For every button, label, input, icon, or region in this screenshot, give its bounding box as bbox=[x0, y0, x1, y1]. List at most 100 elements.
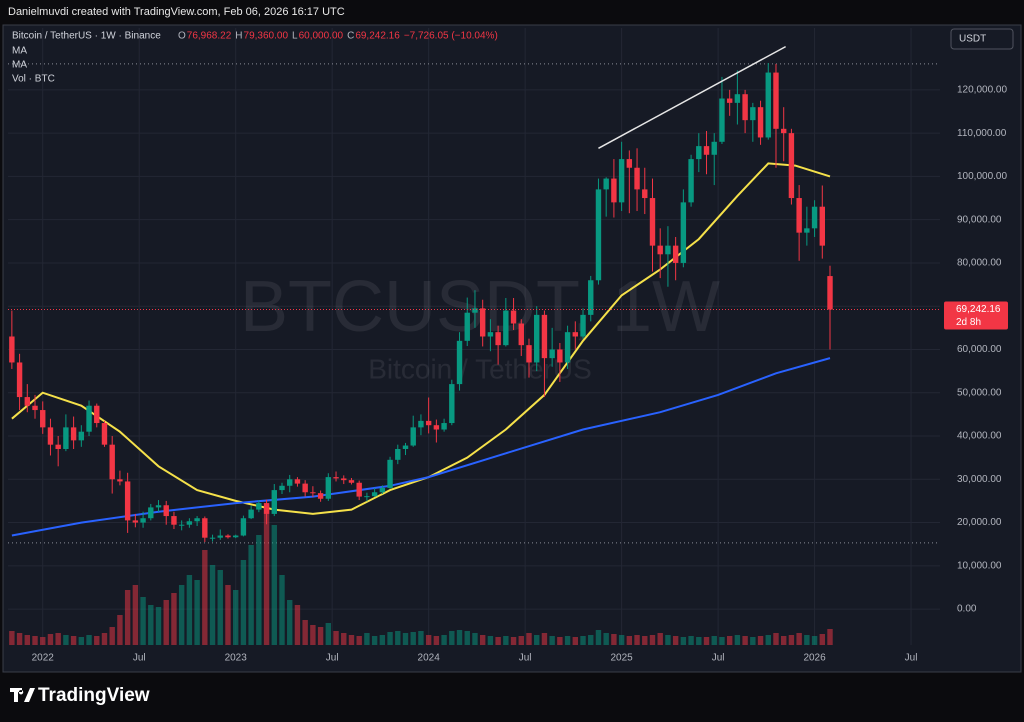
volume-bar bbox=[387, 632, 393, 645]
volume-bar bbox=[441, 635, 447, 645]
candle-body bbox=[78, 431, 85, 441]
candle-body bbox=[804, 228, 810, 233]
volume-bar bbox=[503, 636, 509, 645]
volume-bar bbox=[232, 590, 239, 645]
volume-bar bbox=[726, 636, 733, 645]
volume-bar bbox=[124, 590, 131, 645]
candle-body bbox=[472, 308, 478, 313]
volume-bar bbox=[109, 627, 115, 645]
volume-bar bbox=[410, 632, 416, 645]
candle-body bbox=[256, 503, 262, 510]
candle-body bbox=[279, 485, 285, 491]
volume-bar bbox=[333, 631, 339, 645]
candle-body bbox=[657, 245, 663, 255]
volume-bar bbox=[819, 634, 825, 645]
candle-body bbox=[117, 479, 123, 482]
y-tick-label: 120,000.00 bbox=[957, 85, 1007, 96]
candle-body bbox=[379, 487, 386, 493]
volume-bar bbox=[618, 635, 625, 645]
candle-body bbox=[634, 167, 640, 190]
volume-bar bbox=[811, 636, 818, 645]
volume-bar bbox=[202, 550, 208, 645]
candle-body bbox=[703, 146, 710, 155]
candle-body bbox=[40, 410, 46, 428]
volume-bar bbox=[132, 585, 139, 645]
y-tick-label: 10,000.00 bbox=[957, 560, 1002, 571]
currency-box[interactable] bbox=[950, 28, 1014, 50]
candle-body bbox=[680, 202, 687, 263]
y-tick-label: 80,000.00 bbox=[957, 258, 1002, 269]
volume-bar bbox=[472, 633, 478, 645]
volume-bar bbox=[657, 633, 663, 645]
legend-volume[interactable]: Vol · BTC bbox=[12, 74, 55, 85]
legend-ma[interactable]: MA bbox=[12, 46, 27, 57]
candle-body bbox=[317, 493, 324, 499]
candle-body bbox=[626, 159, 633, 168]
candle-body bbox=[449, 384, 455, 424]
candle-body bbox=[287, 479, 293, 486]
candle-body bbox=[9, 336, 15, 363]
volume-bar bbox=[40, 637, 46, 645]
trendline bbox=[598, 45, 786, 149]
candle-body bbox=[202, 518, 208, 538]
change: −7,726.05 (−10.04%) bbox=[404, 31, 498, 42]
candle-body bbox=[124, 481, 131, 521]
volume-bar bbox=[294, 605, 301, 645]
volume-bar bbox=[626, 636, 633, 645]
y-tick-label: 110,000.00 bbox=[957, 128, 1007, 139]
candle-body bbox=[572, 332, 579, 337]
candle-body bbox=[479, 308, 486, 337]
candle-body bbox=[495, 332, 501, 346]
volume-bar bbox=[781, 636, 787, 645]
candle-body bbox=[232, 535, 239, 538]
x-tick-label: Jul bbox=[519, 653, 532, 664]
volume-bar bbox=[495, 637, 501, 645]
volume-bar bbox=[603, 633, 609, 645]
candle-body bbox=[742, 94, 748, 121]
candle-body bbox=[248, 509, 254, 519]
candle-body bbox=[765, 72, 771, 138]
candle-body bbox=[696, 146, 702, 160]
y-tick-label: 0.00 bbox=[957, 604, 977, 615]
candle-body bbox=[549, 349, 555, 359]
brand: TradingView bbox=[10, 685, 150, 706]
volume-bar bbox=[78, 637, 85, 645]
candle-body bbox=[24, 397, 30, 406]
volume-bar bbox=[765, 635, 771, 645]
candle-body bbox=[163, 505, 169, 517]
candle-body bbox=[294, 479, 301, 484]
volume-bar bbox=[47, 634, 54, 645]
volume-bar bbox=[371, 636, 378, 645]
candle-body bbox=[510, 310, 517, 324]
volume-bar bbox=[449, 631, 455, 645]
currency[interactable]: USDT bbox=[959, 34, 986, 45]
volume-bar bbox=[155, 607, 162, 645]
candle-body bbox=[433, 425, 440, 430]
candle-body bbox=[387, 459, 393, 488]
symbol: Bitcoin / TetherUS · 1W · Binance bbox=[12, 31, 161, 42]
brand-name: TradingView bbox=[38, 685, 150, 706]
ohlc-value: 79,360.00 bbox=[244, 31, 289, 42]
candle-body bbox=[580, 314, 586, 337]
volume-bar bbox=[9, 631, 15, 645]
volume-bar bbox=[194, 580, 200, 645]
candle-body bbox=[595, 189, 602, 281]
volume-bar bbox=[178, 585, 185, 645]
volume-bar bbox=[425, 635, 432, 645]
volume-bar bbox=[464, 631, 470, 645]
candle-body bbox=[665, 245, 671, 255]
candle-body bbox=[217, 535, 223, 538]
y-tick-label: 60,000.00 bbox=[957, 344, 1002, 355]
candle-body bbox=[325, 477, 332, 499]
volume-bar bbox=[510, 637, 517, 645]
volume-bar bbox=[63, 635, 69, 645]
volume-bar bbox=[456, 630, 463, 645]
legend-ma[interactable]: MA bbox=[12, 60, 27, 71]
volume-bar bbox=[665, 635, 671, 645]
candle-body bbox=[225, 535, 231, 538]
volume-bar bbox=[557, 637, 563, 645]
volume-bar bbox=[364, 633, 370, 645]
candle-body bbox=[86, 405, 92, 432]
candle-body bbox=[186, 521, 193, 525]
